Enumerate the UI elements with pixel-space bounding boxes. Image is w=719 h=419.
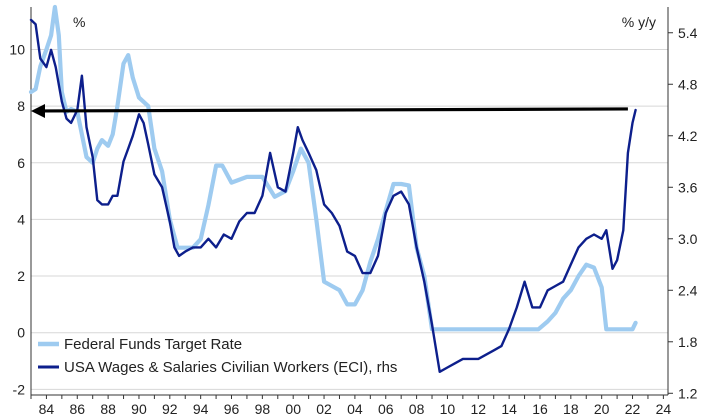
series-lines bbox=[28, 4, 638, 373]
fed-funds-line bbox=[28, 4, 638, 332]
legend-label-eci: USA Wages & Salaries Civilian Workers (E… bbox=[64, 359, 397, 376]
x-tick-label: 86 bbox=[69, 401, 85, 417]
x-tick-label: 12 bbox=[470, 401, 486, 417]
x-tick-label: 00 bbox=[285, 401, 301, 417]
grid-lines bbox=[31, 48, 668, 390]
left-tick-label: 6 bbox=[17, 155, 25, 171]
eci-line bbox=[29, 18, 637, 373]
x-tick-label: 24 bbox=[656, 401, 672, 417]
x-tick-label: 06 bbox=[378, 401, 394, 417]
right-tick-label: 4.8 bbox=[678, 76, 698, 92]
x-tick-label: 94 bbox=[193, 401, 209, 417]
x-tick-label: 84 bbox=[39, 401, 55, 417]
legend: Federal Funds Target Rate USA Wages & Sa… bbox=[38, 336, 397, 376]
left-tick-label: 0 bbox=[17, 325, 25, 341]
right-tick-label: 3.6 bbox=[678, 179, 698, 195]
x-tick-label: 02 bbox=[316, 401, 332, 417]
x-tick-label: 98 bbox=[255, 401, 271, 417]
x-axis: 84 86 88 90 92 94 96 98 00 02 04 06 08 10 12 14 16 18 20 22… bbox=[30, 395, 672, 417]
x-tick-label: 22 bbox=[625, 401, 641, 417]
right-tick-label: 4.2 bbox=[678, 128, 698, 144]
x-tick-label: 20 bbox=[594, 401, 610, 417]
x-tick-label: 96 bbox=[224, 401, 240, 417]
x-tick-label: 18 bbox=[563, 401, 579, 417]
annotations bbox=[31, 103, 628, 118]
right-tick-label: 1.2 bbox=[678, 385, 698, 401]
x-tick-label: 04 bbox=[347, 401, 363, 417]
right-tick-label: 1.8 bbox=[678, 334, 698, 350]
x-tick-label: 88 bbox=[100, 401, 116, 417]
right-tick-label: 5.4 bbox=[678, 25, 698, 41]
x-tick-label: 92 bbox=[162, 401, 178, 417]
x-tick-label: 10 bbox=[440, 401, 456, 417]
left-tick-label: 10 bbox=[9, 41, 25, 57]
left-axis: -2 0 2 4 6 8 10 bbox=[9, 41, 25, 397]
arrow-shaft bbox=[42, 107, 628, 113]
left-tick-label: 2 bbox=[17, 268, 25, 284]
x-tick-label: 90 bbox=[131, 401, 147, 417]
x-tick-label: 16 bbox=[532, 401, 548, 417]
left-tick-label: 4 bbox=[17, 211, 25, 227]
x-tick-label: 14 bbox=[501, 401, 517, 417]
right-axis: 1.2 1.8 2.4 3.0 3.6 4.2 4.8 5.4 bbox=[668, 25, 698, 401]
right-tick-label: 3.0 bbox=[678, 231, 698, 247]
right-axis-unit: % y/y bbox=[622, 14, 656, 30]
arrow-head bbox=[31, 103, 45, 118]
left-axis-unit: % bbox=[73, 14, 85, 30]
legend-label-fed-funds: Federal Funds Target Rate bbox=[64, 336, 242, 353]
left-tick-label: 8 bbox=[17, 98, 25, 114]
left-tick-label: -2 bbox=[13, 381, 26, 397]
x-tick-label: 08 bbox=[409, 401, 425, 417]
right-tick-label: 2.4 bbox=[678, 282, 698, 298]
plot-frame bbox=[30, 7, 669, 396]
